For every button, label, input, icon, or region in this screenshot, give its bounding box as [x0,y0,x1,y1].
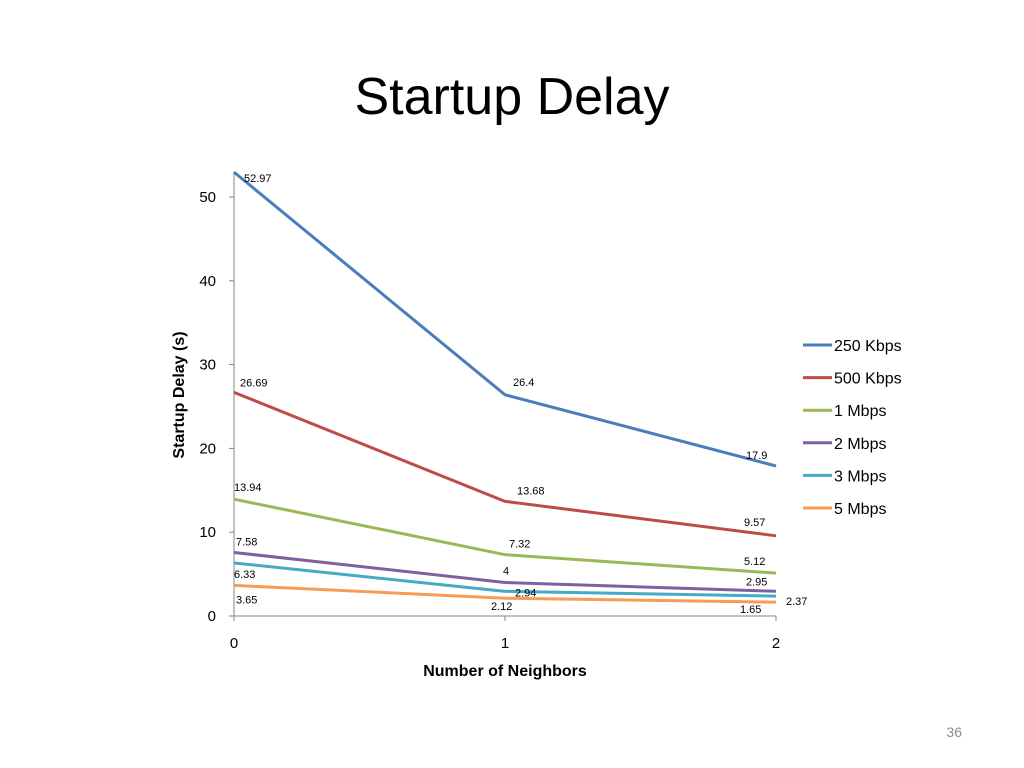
legend-label: 3 Mbps [834,468,886,485]
data-label: 1.65 [740,604,761,616]
y-tick-label: 20 [199,440,216,457]
y-tick-label: 40 [199,273,216,290]
slide-title: Startup Delay [354,68,670,126]
data-label: 7.58 [236,536,257,548]
data-label: 52.97 [244,173,272,185]
data-label: 9.57 [744,517,765,529]
x-axis-title: Number of Neighbors [423,663,587,680]
y-tick-label: 0 [208,608,216,625]
data-label: 2.94 [515,587,536,599]
series-line-3-mbps [233,561,777,598]
legend-label: 500 Kbps [834,371,902,388]
data-label: 13.94 [234,482,262,494]
x-tick-label: 2 [772,635,780,652]
data-label: 26.4 [513,377,534,389]
legend-label: 1 Mbps [834,403,886,420]
series-line-1-mbps [233,497,777,575]
data-label: 2.12 [491,601,512,613]
legend-label: 2 Mbps [834,436,886,453]
series-line-2-mbps [233,550,777,593]
series-line-250-kbps [233,170,777,468]
data-label: 2.37 [786,596,807,608]
legend-label: 5 Mbps [834,501,886,518]
data-label: 3.65 [236,594,257,606]
x-tick-label: 0 [230,635,238,652]
legend-label: 250 Kbps [834,338,902,355]
data-label: 2.95 [746,576,767,588]
series-line-5-mbps [233,583,777,604]
y-tick-label: 50 [199,189,216,206]
series-lines [233,170,777,604]
data-label: 7.32 [509,539,530,551]
data-label: 13.68 [517,485,545,497]
y-tick-label: 10 [199,524,216,541]
y-tick-label: 30 [199,357,216,374]
series-line-500-kbps [233,390,777,538]
data-label: 6.33 [234,569,255,581]
data-labels: 52.97 26.4 17.9 26.69 13.68 9.57 13.94 7.32 5.12… [234,173,807,616]
data-label: 4 [503,565,509,577]
page-number: 36 [946,724,962,740]
y-axis-title: Startup Delay (s) [171,331,188,458]
chart-legend: 250 Kbps 500 Kbps 1 Mbps 2 Mbps 3 Mbps 5 Mbps [803,338,902,518]
data-label: 5.12 [744,556,765,568]
chart-axes: 0 10 20 30 40 50 0 1 2 [199,171,780,652]
x-tick-label: 1 [501,635,509,652]
data-label: 26.69 [240,377,268,389]
data-label: 17.9 [746,450,767,462]
